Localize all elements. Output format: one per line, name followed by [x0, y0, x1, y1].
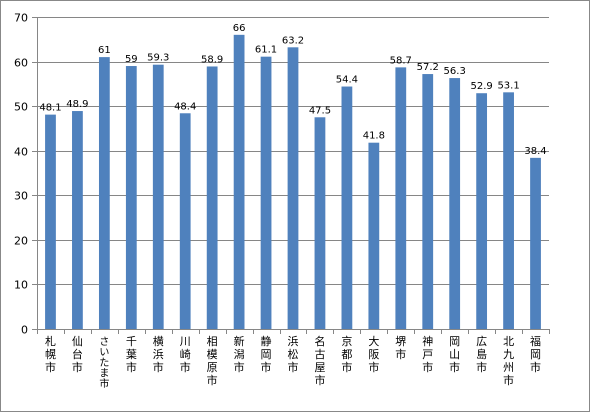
- category-label: 仙台市: [72, 335, 83, 374]
- y-tick-label: 40: [14, 146, 28, 159]
- category-label: 堺市: [395, 335, 406, 361]
- category-label: 京都市: [341, 334, 352, 374]
- category-label: 横浜市: [153, 334, 164, 374]
- data-label: 61: [98, 45, 111, 56]
- data-labels: 48.1 48.9 61 59 59.3 48.4 58.9 66 61.1 63.2 47.5 54…: [39, 23, 546, 157]
- bar: [341, 86, 353, 329]
- data-label: 48.1: [39, 103, 61, 114]
- bar: [206, 66, 218, 329]
- bar: [98, 57, 110, 329]
- bar: [72, 111, 83, 329]
- bar: [314, 117, 326, 330]
- data-label: 54.4: [336, 75, 358, 86]
- category-label: 名古屋市: [314, 334, 325, 387]
- category-label: 新潟市: [234, 334, 245, 374]
- y-tick-label: 50: [14, 101, 28, 114]
- y-tick-label: 30: [14, 190, 28, 203]
- data-label: 59: [125, 54, 138, 65]
- y-tick-labels: 0 10 20 30 40 50 60 70: [14, 12, 28, 337]
- data-label: 56.3: [444, 66, 466, 77]
- bar: [449, 78, 461, 329]
- data-label: 58.7: [390, 55, 412, 66]
- bar: [125, 66, 137, 330]
- bar: [368, 142, 380, 329]
- category-labels: 札幌市 仙台市 さいたま市 千葉市 横浜市 川崎市 相模原市 新潟市 静岡市 浜松市 名古屋市 京都市…: [45, 334, 541, 390]
- data-label: 61.1: [255, 45, 277, 56]
- bar: [45, 114, 56, 330]
- bar: [287, 47, 299, 330]
- bar: [503, 92, 514, 329]
- bar: [476, 93, 488, 330]
- data-label: 48.4: [174, 101, 196, 112]
- category-label: 札幌市: [45, 335, 56, 374]
- category-label: 大阪市: [368, 334, 379, 374]
- data-label: 52.9: [470, 81, 492, 92]
- y-tick-label: 70: [14, 12, 28, 25]
- y-tick-label: 0: [21, 324, 28, 337]
- data-label: 57.2: [417, 62, 439, 73]
- bar: [152, 64, 164, 329]
- data-label: 41.8: [363, 131, 385, 142]
- category-label: 相模原市: [207, 335, 218, 387]
- data-label: 63.2: [282, 35, 304, 46]
- category-label: 広島市: [476, 335, 487, 374]
- category-label: 静岡市: [261, 334, 272, 374]
- category-label: さいたま市: [99, 336, 109, 390]
- bars: [45, 34, 541, 330]
- bar: [395, 67, 407, 329]
- data-label: 53.1: [497, 80, 519, 91]
- y-tick-label: 10: [14, 279, 28, 292]
- bar: [422, 74, 434, 330]
- data-label: 48.9: [66, 99, 88, 110]
- data-label: 66: [233, 23, 246, 34]
- y-tick-label: 60: [14, 57, 28, 70]
- category-label: 岡山市: [449, 335, 460, 374]
- category-label: 北九州市: [503, 335, 514, 387]
- bar: [530, 157, 541, 329]
- category-label: 福岡市: [530, 334, 541, 374]
- data-label: 59.3: [147, 53, 169, 64]
- bar: [233, 34, 245, 329]
- bar: [260, 56, 272, 329]
- bar: [179, 113, 191, 329]
- category-label: 川崎市: [180, 335, 191, 374]
- data-label: 47.5: [309, 105, 331, 116]
- axes: [37, 17, 550, 334]
- category-label: 神戸市: [422, 334, 433, 374]
- category-label: 千葉市: [126, 335, 137, 374]
- data-label: 38.4: [524, 146, 546, 157]
- data-label: 58.9: [201, 54, 223, 65]
- y-tick-label: 20: [14, 235, 28, 248]
- category-label: 浜松市: [288, 335, 299, 374]
